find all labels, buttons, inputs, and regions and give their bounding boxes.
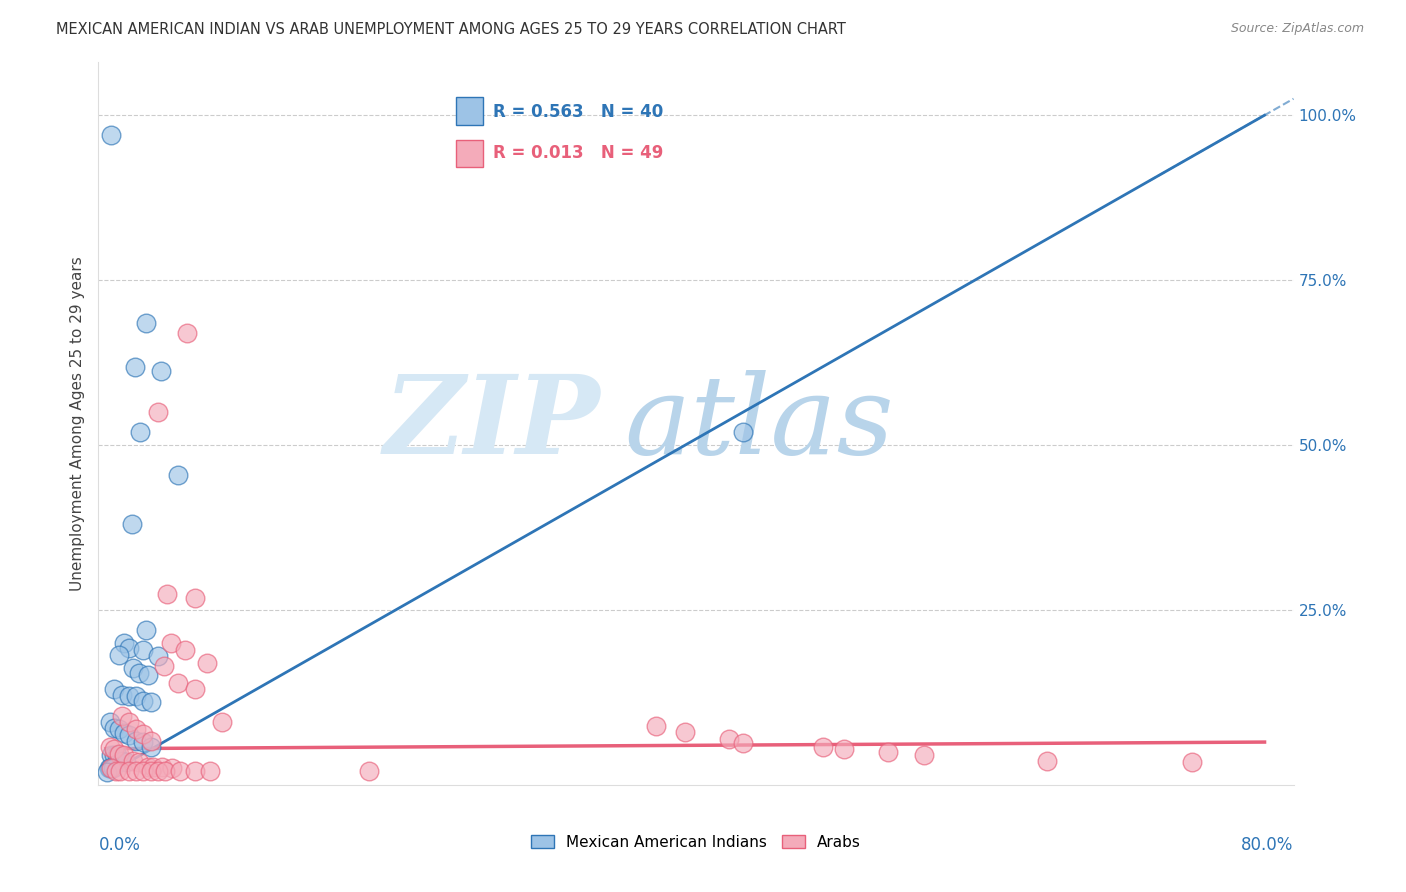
Point bbox=[359, 764, 381, 778]
Text: Source: ZipAtlas.com: Source: ZipAtlas.com bbox=[1230, 22, 1364, 36]
Point bbox=[100, 748, 122, 763]
Point bbox=[645, 718, 668, 732]
Point bbox=[100, 128, 122, 142]
Point bbox=[146, 649, 169, 664]
Point bbox=[98, 715, 121, 730]
Text: 0.0%: 0.0% bbox=[98, 836, 141, 854]
Point bbox=[129, 425, 152, 439]
Point bbox=[101, 762, 124, 776]
Point bbox=[717, 731, 740, 746]
Point bbox=[103, 721, 125, 735]
Point bbox=[731, 425, 754, 439]
Point bbox=[107, 722, 129, 736]
Point bbox=[184, 591, 207, 606]
Point bbox=[731, 736, 754, 750]
Point bbox=[118, 729, 141, 743]
Point bbox=[98, 740, 121, 755]
Point bbox=[152, 659, 174, 673]
Point bbox=[176, 326, 198, 340]
Point bbox=[114, 748, 136, 763]
Point bbox=[107, 648, 129, 662]
Point bbox=[122, 754, 145, 768]
Point bbox=[877, 745, 900, 759]
Point bbox=[114, 636, 136, 650]
Point bbox=[811, 740, 834, 755]
Point bbox=[136, 667, 159, 681]
Point bbox=[149, 363, 172, 377]
Text: ZIP: ZIP bbox=[384, 370, 600, 477]
Point bbox=[107, 747, 129, 761]
Point bbox=[125, 733, 148, 747]
Point bbox=[169, 764, 191, 778]
Point bbox=[132, 727, 155, 741]
Point bbox=[153, 764, 176, 778]
Point bbox=[128, 665, 150, 680]
Text: 80.0%: 80.0% bbox=[1241, 836, 1294, 854]
Point bbox=[125, 689, 148, 703]
Point bbox=[122, 661, 145, 675]
Point bbox=[834, 741, 856, 756]
Point bbox=[198, 764, 221, 778]
Point bbox=[103, 682, 125, 697]
Y-axis label: Unemployment Among Ages 25 to 29 years: Unemployment Among Ages 25 to 29 years bbox=[69, 256, 84, 591]
Point bbox=[139, 733, 162, 747]
Point bbox=[135, 316, 157, 330]
Text: MEXICAN AMERICAN INDIAN VS ARAB UNEMPLOYMENT AMONG AGES 25 TO 29 YEARS CORRELATI: MEXICAN AMERICAN INDIAN VS ARAB UNEMPLOY… bbox=[56, 22, 846, 37]
Point bbox=[139, 764, 162, 778]
Point bbox=[97, 762, 120, 776]
Point bbox=[110, 688, 132, 702]
Point bbox=[110, 708, 132, 723]
Point bbox=[118, 641, 141, 656]
Point bbox=[146, 764, 169, 778]
Point bbox=[118, 764, 141, 778]
Point bbox=[673, 725, 696, 739]
Point bbox=[105, 748, 128, 763]
Point bbox=[167, 467, 190, 482]
Point bbox=[121, 517, 143, 532]
Point bbox=[912, 748, 935, 763]
Point bbox=[167, 675, 190, 690]
Point bbox=[160, 636, 183, 650]
Point bbox=[118, 715, 141, 730]
Point bbox=[1181, 755, 1204, 769]
Point bbox=[155, 586, 177, 600]
Point bbox=[125, 764, 148, 778]
Point bbox=[103, 748, 125, 763]
Point bbox=[98, 762, 121, 776]
Point bbox=[135, 623, 157, 637]
Point bbox=[124, 360, 146, 375]
Point bbox=[103, 741, 125, 756]
Point bbox=[211, 715, 233, 730]
Point bbox=[139, 740, 162, 755]
Point bbox=[104, 764, 127, 778]
Point bbox=[110, 754, 132, 768]
Point bbox=[184, 764, 207, 778]
Point bbox=[195, 656, 218, 670]
Point bbox=[142, 760, 165, 774]
Point bbox=[1036, 754, 1059, 768]
Point bbox=[136, 760, 159, 774]
Point bbox=[132, 642, 155, 657]
Point bbox=[132, 764, 155, 778]
Point bbox=[174, 642, 197, 657]
Point bbox=[128, 755, 150, 769]
Point bbox=[150, 760, 173, 774]
Point bbox=[108, 764, 131, 778]
Point bbox=[162, 762, 184, 776]
Point bbox=[100, 762, 122, 776]
Point bbox=[139, 696, 162, 710]
Point bbox=[118, 689, 141, 703]
Text: atlas: atlas bbox=[624, 370, 894, 477]
Point bbox=[146, 405, 169, 419]
Legend: Mexican American Indians, Arabs: Mexican American Indians, Arabs bbox=[531, 835, 860, 849]
Point bbox=[125, 722, 148, 736]
Point bbox=[114, 726, 136, 740]
Point bbox=[132, 694, 155, 708]
Point bbox=[132, 735, 155, 749]
Point bbox=[184, 682, 207, 697]
Point bbox=[96, 765, 118, 780]
Point bbox=[115, 755, 138, 769]
